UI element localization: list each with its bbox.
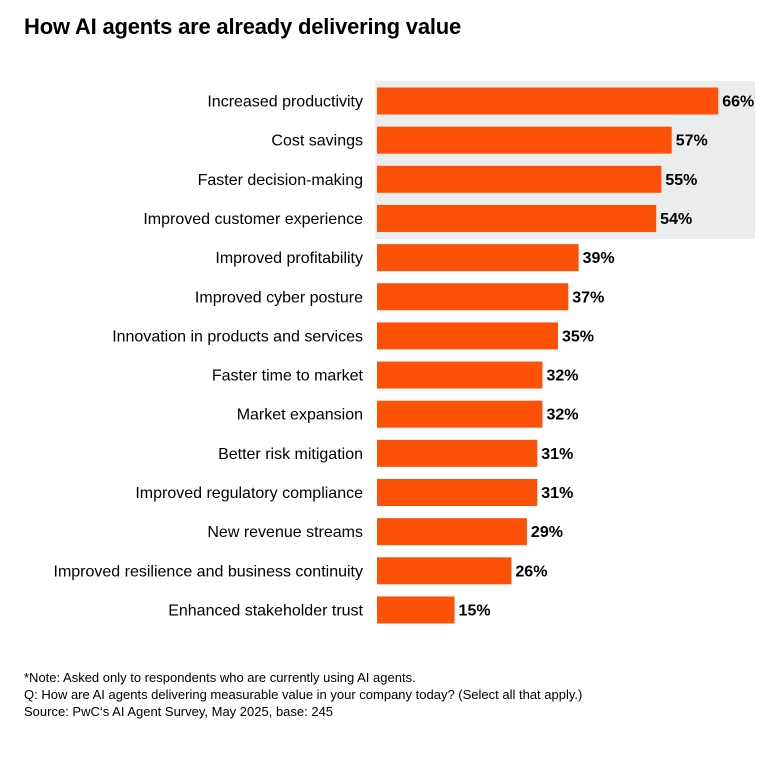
chart-title: How AI agents are already delivering val… xyxy=(24,14,462,39)
bar xyxy=(377,518,527,546)
value-label: 32% xyxy=(546,368,578,385)
category-label: Innovation in products and services xyxy=(112,328,363,345)
footnote-question: Q: How are AI agents delivering measurab… xyxy=(24,687,583,702)
bar xyxy=(377,596,455,624)
bar xyxy=(377,361,543,389)
footnote-source: Source: PwC‘s AI Agent Survey, May 2025,… xyxy=(24,704,334,719)
bar xyxy=(377,557,512,585)
category-label: Improved regulatory compliance xyxy=(135,485,363,502)
value-label: 55% xyxy=(665,172,697,189)
bar xyxy=(377,87,719,115)
value-label: 54% xyxy=(660,211,692,228)
value-label: 66% xyxy=(722,94,754,111)
category-label: New revenue streams xyxy=(207,524,363,541)
bar xyxy=(377,126,672,154)
category-label: Improved customer experience xyxy=(143,211,363,228)
value-label: 29% xyxy=(531,524,563,541)
category-label: Increased productivity xyxy=(207,94,363,111)
bar xyxy=(377,479,538,506)
category-label: Better risk mitigation xyxy=(218,446,363,463)
value-label: 39% xyxy=(583,250,615,267)
value-label: 32% xyxy=(546,407,578,424)
footnote-note: *Note: Asked only to respondents who are… xyxy=(24,670,416,685)
category-label: Faster decision-making xyxy=(198,172,363,189)
value-label: 57% xyxy=(676,133,708,150)
value-label: 15% xyxy=(459,602,491,619)
bar xyxy=(377,244,579,272)
bar xyxy=(377,283,569,311)
footnotes: *Note: Asked only to respondents who are… xyxy=(24,669,582,720)
category-label: Enhanced stakeholder trust xyxy=(168,602,363,619)
category-label: Faster time to market xyxy=(212,368,364,385)
value-label: 37% xyxy=(572,289,604,306)
bar xyxy=(377,400,543,428)
category-label: Improved cyber posture xyxy=(195,289,363,306)
bar xyxy=(377,439,538,467)
value-label: 31% xyxy=(541,446,573,463)
value-label: 31% xyxy=(541,485,573,502)
bar xyxy=(377,204,657,232)
value-label: 26% xyxy=(515,563,547,580)
bar-chart: Increased productivity 66% Cost savings 57%… xyxy=(54,80,755,624)
value-label: 35% xyxy=(562,328,594,345)
category-label: Cost savings xyxy=(271,133,363,150)
bar xyxy=(377,165,662,193)
category-label: Market expansion xyxy=(237,407,363,424)
category-label: Improved profitability xyxy=(215,250,363,267)
bar xyxy=(377,322,558,350)
category-label: Improved resilience and business continu… xyxy=(54,563,364,580)
